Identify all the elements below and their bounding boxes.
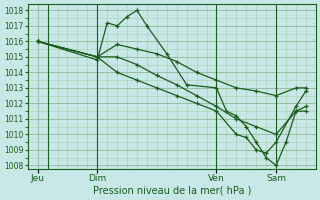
X-axis label: Pression niveau de la mer( hPa ): Pression niveau de la mer( hPa ): [92, 186, 251, 196]
